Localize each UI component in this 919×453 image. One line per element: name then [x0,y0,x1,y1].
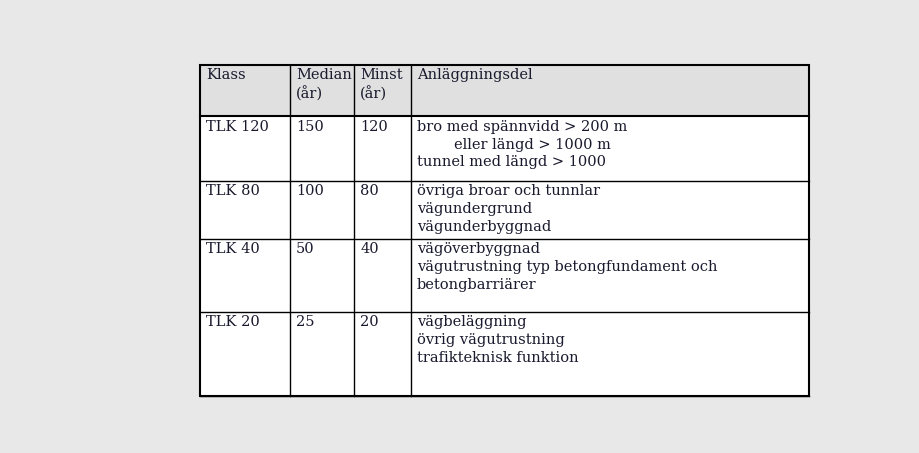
Text: TLK 20: TLK 20 [206,315,260,329]
Text: 25: 25 [296,315,314,329]
Text: vägbeläggning
övrig vägutrustning
trafikteknisk funktion: vägbeläggning övrig vägutrustning trafik… [416,315,578,365]
Text: 20: 20 [360,315,379,329]
Text: 120: 120 [360,120,388,134]
Text: 50: 50 [296,242,315,256]
Bar [290,312,355,396]
Text: 80: 80 [360,184,379,198]
Text: Klass: Klass [206,68,245,82]
Text: TLK 40: TLK 40 [206,242,260,256]
Bar [411,65,810,116]
Bar [355,239,411,312]
Text: 40: 40 [360,242,379,256]
Text: bro med spännvidd > 200 m
        eller längd > 1000 m
tunnel med längd > 1000: bro med spännvidd > 200 m eller längd > … [416,120,627,169]
Text: Minst
(år): Minst (år) [360,68,403,102]
Bar [411,239,810,312]
Bar [200,65,290,116]
Text: TLK 120: TLK 120 [206,120,269,134]
Text: Median
(år): Median (år) [296,68,352,102]
Text: vägöverbyggnad
vägutrustning typ betongfundament och
betongbarriärer: vägöverbyggnad vägutrustning typ betongf… [416,242,717,292]
Bar [200,181,290,239]
Bar [411,312,810,396]
Bar [200,312,290,396]
Bar [290,65,355,116]
Text: TLK 80: TLK 80 [206,184,260,198]
Bar [200,116,290,181]
Text: Anläggningsdel: Anläggningsdel [416,68,532,82]
Bar [200,65,810,396]
Bar [290,181,355,239]
Bar [411,116,810,181]
Text: 150: 150 [296,120,323,134]
Bar [200,239,290,312]
Bar [355,312,411,396]
Text: övriga broar och tunnlar
vägundergrund
vägunderbyggnad: övriga broar och tunnlar vägundergrund v… [416,184,600,234]
Bar [290,116,355,181]
Bar [355,116,411,181]
Bar [290,239,355,312]
Bar [355,181,411,239]
Text: 100: 100 [296,184,324,198]
Bar [411,181,810,239]
Bar [355,65,411,116]
